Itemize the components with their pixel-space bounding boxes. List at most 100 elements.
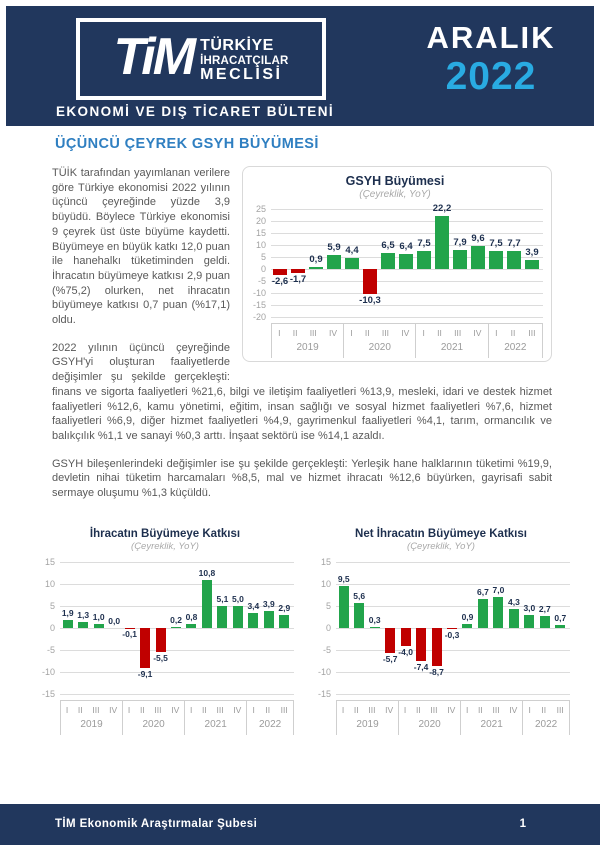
bar-column: 7,5 — [487, 209, 505, 317]
issue-date: ARALIK 2022 — [416, 22, 566, 96]
quarter-tick: II — [139, 705, 145, 715]
bar-value-label: 7,5 — [417, 238, 431, 249]
quarter-tick: II — [437, 328, 442, 338]
bar — [186, 624, 197, 628]
bar-value-label: 1,3 — [77, 610, 90, 621]
bar — [201, 580, 212, 628]
y-tick-label: -5 — [322, 645, 331, 655]
bar-value-label: -5,7 — [382, 654, 398, 665]
bar-value-label: 1,0 — [92, 611, 105, 622]
bar-column: 7,9 — [451, 209, 469, 317]
bar-column: 5,9 — [325, 209, 343, 317]
quarter-ticks: I II III IV — [344, 324, 415, 340]
quarter-tick: III — [430, 705, 438, 715]
gridline — [336, 672, 570, 673]
bar-column: 1,9 — [60, 562, 75, 694]
x-axis-year-group: I II III 2022 — [522, 701, 570, 735]
quarter-ticks: I II III IV — [399, 701, 460, 717]
plot-area: -2,6 -1,7 0,9 5,9 4,4 -10,3 6,5 6,4 7,5 22,2 7,9 9,… — [271, 203, 543, 318]
quarter-tick: IV — [385, 705, 394, 715]
x-axis-year-group: I II III IV 2019 — [60, 701, 122, 735]
x-axis: I II III IV 2019 I II III IV 2020 I II III IV 2021 I II I… — [36, 700, 294, 735]
bar-value-label: 6,7 — [477, 586, 489, 597]
x-axis-spacer — [247, 323, 271, 358]
quarter-tick: II — [202, 705, 207, 715]
bar-column: 0,9 — [460, 562, 475, 694]
bar — [381, 253, 395, 269]
bar — [78, 622, 89, 628]
quarter-ticks: I II III IV — [61, 701, 122, 717]
year-label: 2021 — [440, 342, 464, 353]
bar — [171, 627, 182, 628]
quarter-ticks: I II III IV — [185, 701, 246, 717]
year-label: 2019 — [356, 719, 379, 730]
bars-layer: 1,9 1,3 1,0 0,0 -0,1 -9,1 -5,5 0,2 0,8 10,8 5,1 5,0… — [60, 562, 292, 694]
year-label: 2020 — [142, 719, 165, 730]
quarter-tick: IV — [509, 705, 518, 715]
x-axis-year-group: I II III IV 2020 — [122, 701, 184, 735]
bulletin-title: EKONOMİ VE DIŞ TİCARET BÜLTENİ — [56, 104, 335, 119]
bar — [291, 269, 305, 274]
article-body: ÜÇÜNCÜ ÇEYREK GSYH BÜYÜMESİ GSYH Büyümes… — [52, 136, 552, 514]
gridline — [271, 305, 543, 306]
bar-value-label: -10,3 — [359, 294, 381, 306]
footer-department: TİM Ekonomik Araştırmalar Şubesi — [55, 818, 258, 830]
x-axis: I II III IV 2019 I II III IV 2020 I II III IV 2021 I II I… — [312, 700, 570, 735]
bar-value-label: 7,5 — [489, 238, 503, 249]
chart-title: Net İhracatın Büyümeye Katkısı — [355, 528, 527, 540]
gridline — [60, 562, 294, 563]
bar-value-label: 0,0 — [108, 616, 121, 626]
bar — [462, 624, 473, 628]
bar — [309, 266, 323, 269]
year-label: 2022 — [534, 719, 558, 730]
bar — [417, 251, 431, 269]
bar-value-label: 0,3 — [368, 614, 381, 625]
quarter-tick: I — [422, 328, 425, 338]
x-axis-year-group: I II III 2022 — [246, 701, 294, 735]
bar — [217, 605, 228, 628]
bar — [507, 250, 521, 269]
gridline — [60, 606, 294, 607]
y-tick-label: -15 — [252, 300, 266, 310]
bar-value-label: -2,6 — [271, 276, 289, 288]
y-tick-label: 10 — [255, 240, 266, 250]
y-tick-label: -5 — [257, 276, 266, 286]
quarter-tick: III — [381, 328, 389, 338]
bar — [232, 606, 243, 628]
chart-title: İhracatın Büyümeye Katkısı — [89, 528, 241, 540]
quarter-tick: I — [278, 328, 281, 338]
quarter-tick: I — [465, 705, 469, 715]
quarter-tick: II — [265, 705, 271, 715]
bar-value-label: -4,0 — [398, 646, 413, 657]
quarter-tick: I — [341, 705, 345, 715]
bar — [385, 628, 396, 654]
quarter-tick: IV — [401, 328, 410, 338]
bar-value-label: 2,7 — [538, 604, 551, 615]
bar — [539, 616, 550, 628]
quarter-tick: IV — [233, 705, 242, 715]
gridline — [271, 245, 543, 246]
quarter-tick: I — [350, 328, 353, 338]
bar-value-label: 1,9 — [61, 607, 74, 618]
quarter-tick: III — [556, 705, 564, 715]
quarter-tick: IV — [109, 705, 118, 715]
year-label: 2021 — [204, 719, 227, 730]
quarter-tick: II — [77, 705, 83, 715]
gridline — [60, 672, 294, 673]
paragraph-1: TÜİK tarafından yayımlanan verilere göre… — [52, 167, 230, 327]
quarter-tick: III — [368, 705, 376, 715]
gridline — [60, 628, 294, 629]
bar-column: -5,5 — [153, 562, 168, 694]
quarter-ticks: I II III — [247, 701, 293, 717]
y-tick-label: -10 — [252, 288, 266, 298]
quarter-ticks: I II III — [489, 324, 542, 340]
quarter-tick: II — [364, 328, 370, 338]
bar — [338, 586, 349, 628]
bar-value-label: 0,9 — [309, 253, 323, 265]
chart-plot-row: 25 20 15 10 5 0 -5 -10 -15 -20 -2,6 -1,7 0,9 5,9 4,4 -1… — [247, 203, 543, 322]
bar-column: 1,3 — [75, 562, 90, 694]
bar-column: 5,1 — [215, 562, 230, 694]
bar-value-label: 3,0 — [523, 602, 536, 613]
bar-value-label: 4,3 — [507, 597, 520, 608]
y-tick-label: -15 — [41, 689, 55, 699]
